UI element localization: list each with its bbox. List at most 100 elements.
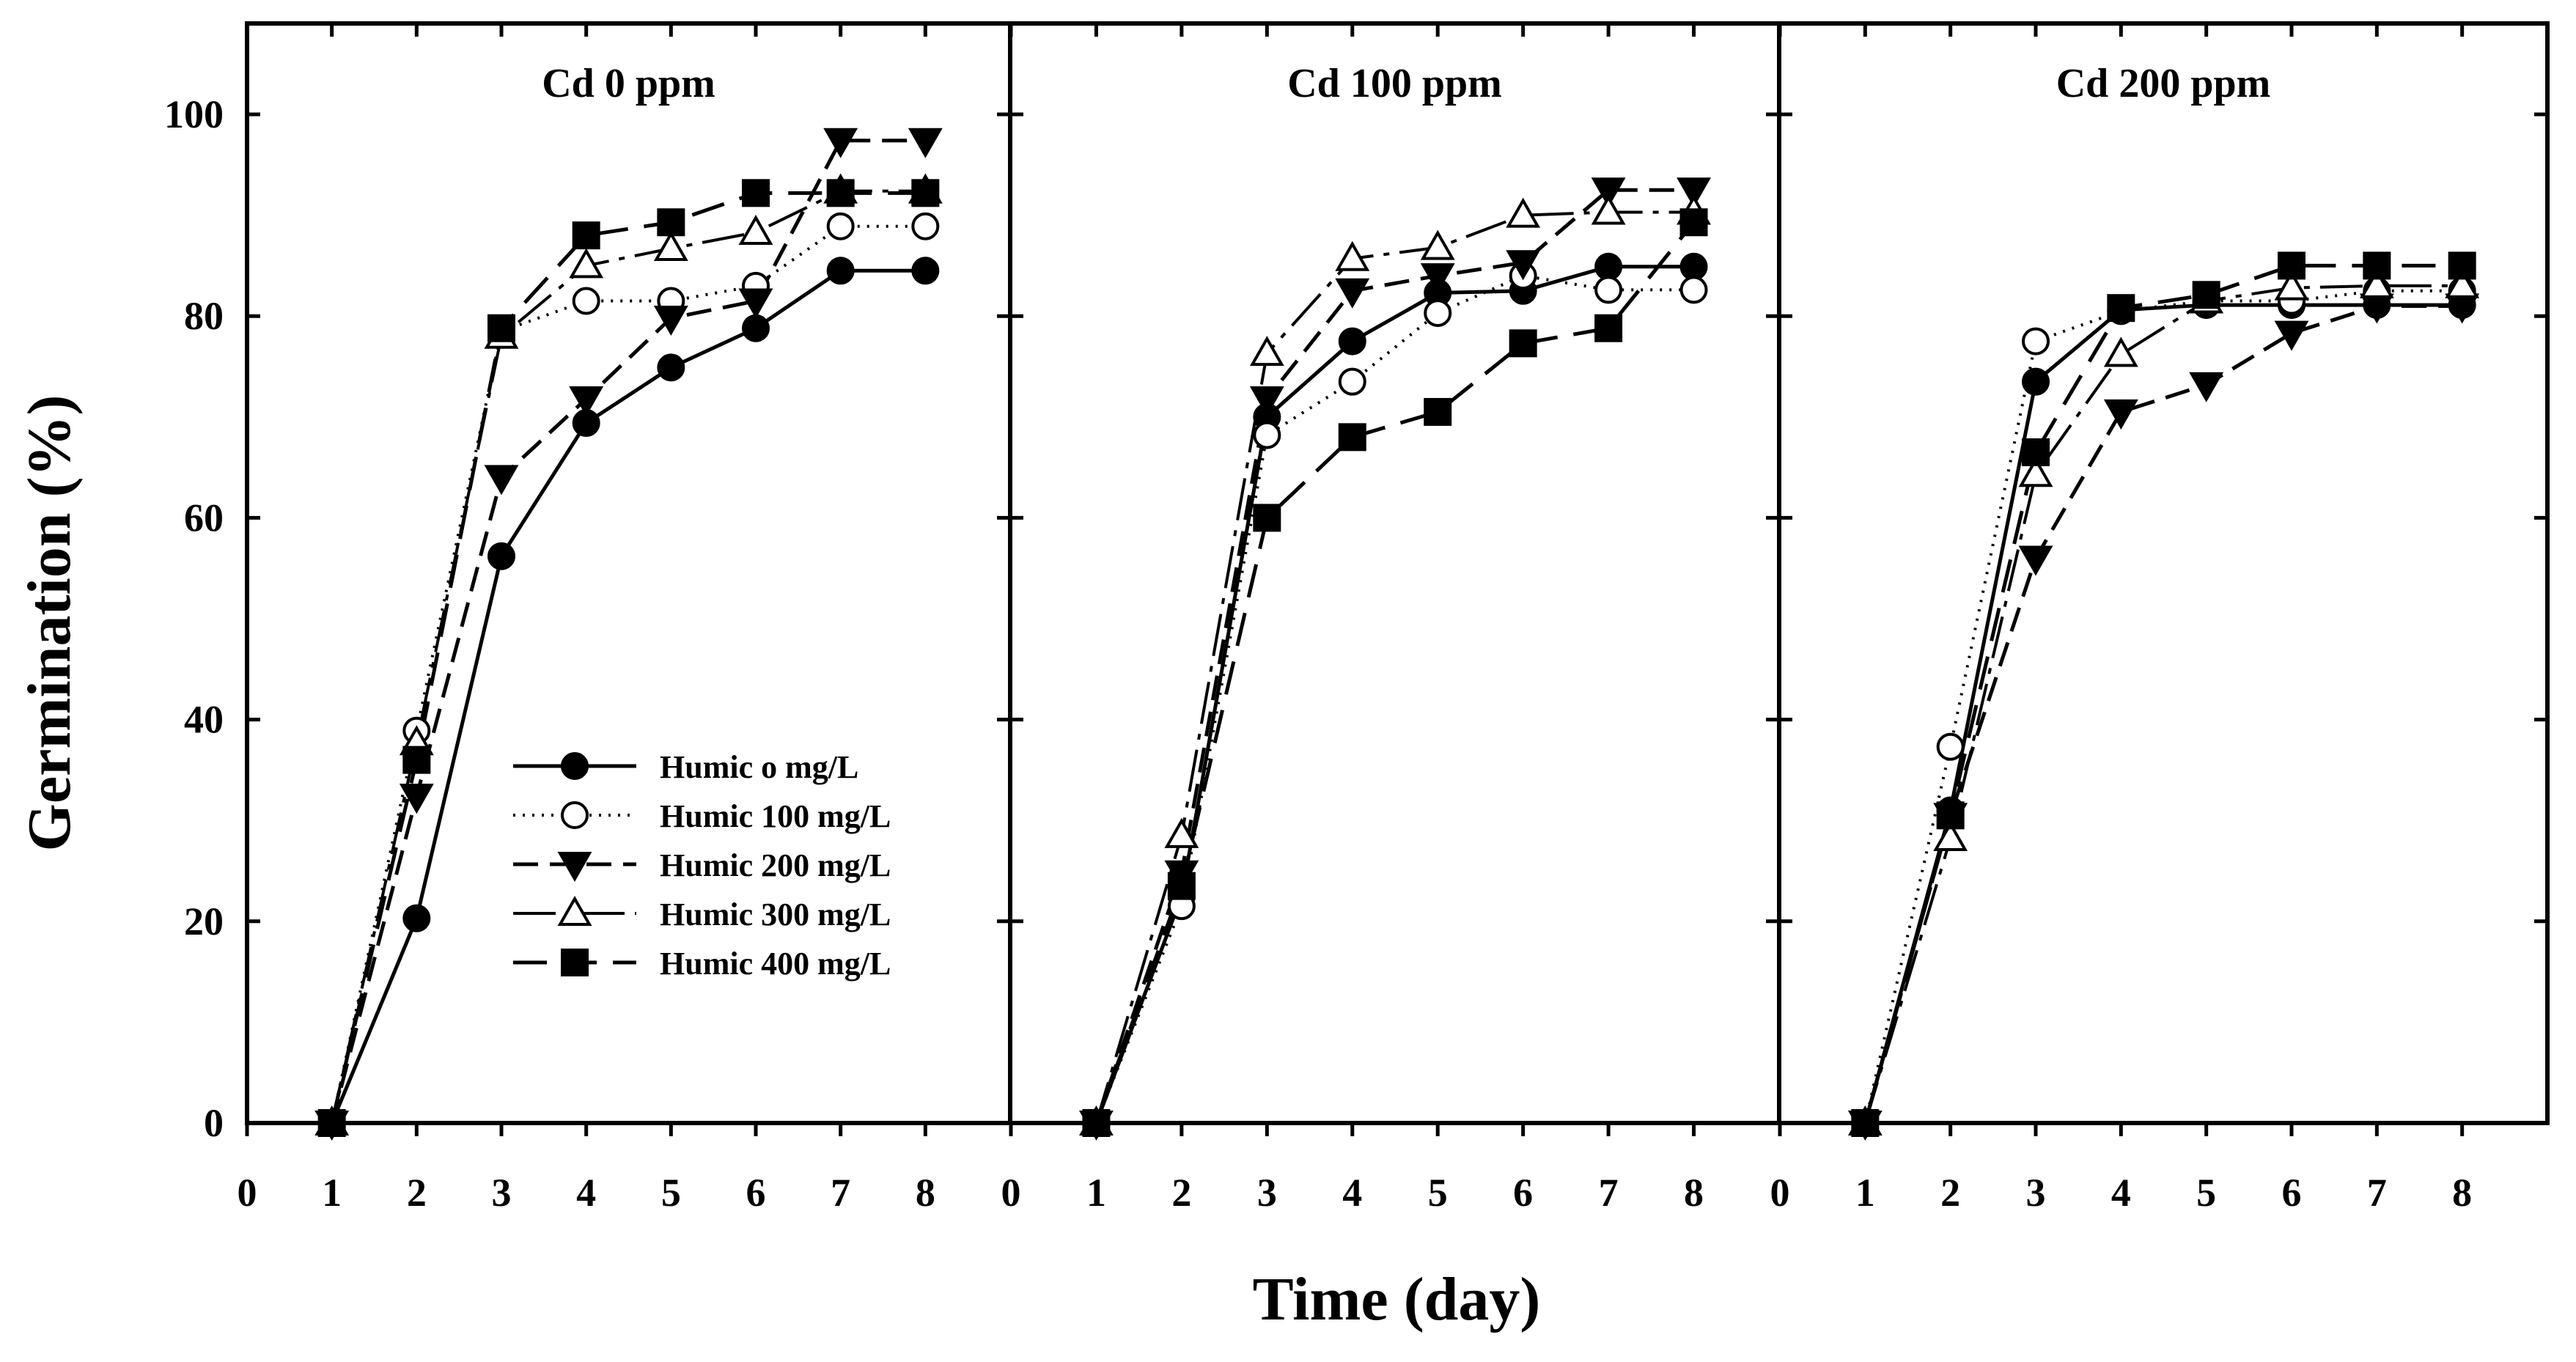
data-point-s3	[908, 128, 943, 158]
data-point-s4	[1933, 820, 1968, 851]
data-point-s4	[2359, 268, 2394, 298]
data-point-s5	[2107, 294, 2135, 323]
legend-entry: Humic 100 mg/L	[513, 798, 891, 834]
y-tick-label: 60	[184, 496, 224, 540]
x-tick-label: 3	[1257, 1171, 1277, 1215]
series-line-1	[330, 268, 926, 1124]
data-point-s4	[1420, 229, 1455, 260]
data-point-s1	[1338, 327, 1366, 356]
data-point-s3	[1677, 177, 1712, 208]
series-line-5	[1863, 263, 2462, 1124]
panel-title: Cd 200 ppm	[2056, 61, 2271, 106]
data-point-s3	[738, 288, 773, 319]
series-line-4	[1863, 284, 2462, 1124]
x-tick-label: 6	[746, 1171, 766, 1215]
data-point-s2	[1253, 421, 1281, 449]
series-line-4	[330, 189, 926, 1124]
x-tick-label: 2	[407, 1171, 427, 1215]
x-tick-label: 0	[238, 1171, 257, 1215]
data-point-s4	[2103, 336, 2138, 367]
data-point-s5	[911, 179, 940, 207]
data-point-s4	[653, 230, 688, 262]
data-point-s4	[1506, 197, 1541, 228]
legend-marker	[557, 852, 592, 883]
series-line-3	[1863, 303, 2462, 1124]
data-point-s1	[2022, 367, 2050, 396]
data-point-s3	[399, 784, 434, 814]
data-point-s3	[2189, 372, 2224, 402]
data-point-s2	[1679, 276, 1708, 304]
data-point-s1	[487, 542, 515, 570]
data-point-s3	[1420, 263, 1455, 294]
data-point-s3	[569, 386, 604, 417]
legend-entry: Humic 300 mg/L	[513, 895, 891, 932]
legend-label: Humic 200 mg/L	[660, 847, 891, 883]
data-point-s4	[1335, 240, 1370, 271]
y-axis-title: Germination (%)	[15, 395, 84, 852]
legend-marker	[561, 801, 589, 829]
data-point-s5	[2448, 251, 2476, 280]
data-point-s2	[1424, 299, 1452, 328]
data-point-s2	[2022, 327, 2050, 356]
series-line-4	[1094, 210, 1694, 1124]
y-tick-label: 20	[184, 899, 224, 943]
data-point-s2	[572, 287, 600, 315]
data-point-s5	[1424, 397, 1452, 426]
series-line-1	[1863, 303, 2462, 1124]
series-line-5	[330, 191, 926, 1124]
legend: Humic o mg/L Humic 100 mg/L Humic 200 mg/L…	[513, 749, 891, 982]
panel-title: Cd 100 ppm	[1287, 61, 1502, 106]
data-point-s3	[2103, 399, 2138, 430]
x-tick-label: 4	[576, 1171, 596, 1215]
panel-frame	[1777, 21, 2550, 1125]
legend-label: Humic 400 mg/L	[660, 946, 891, 982]
series-line-5	[1094, 221, 1696, 1124]
x-tick-label: 2	[1940, 1171, 1960, 1215]
data-point-s5	[1679, 208, 1708, 237]
x-tick-label: 8	[1684, 1171, 1704, 1215]
data-point-s4	[2445, 268, 2480, 298]
data-point-s4	[1591, 194, 1626, 225]
data-point-s5	[572, 221, 600, 250]
data-point-s5	[657, 208, 685, 237]
data-point-s3	[1506, 250, 1541, 281]
data-point-s4	[1164, 817, 1199, 848]
legend-marker	[561, 949, 589, 976]
x-tick-label: 5	[661, 1171, 681, 1215]
panel-title: Cd 0 ppm	[542, 61, 715, 106]
data-point-s5	[2192, 281, 2220, 309]
x-tick-label: 8	[916, 1171, 935, 1215]
data-point-s5	[1509, 329, 1537, 358]
y-tick-label: 0	[204, 1101, 224, 1145]
data-point-s5	[826, 179, 855, 207]
series-line-3	[1094, 188, 1694, 1124]
x-tick-label: 7	[831, 1171, 850, 1215]
legend-entry: Humic 200 mg/L	[513, 847, 891, 883]
data-point-s4	[738, 214, 773, 245]
data-point-s5	[2363, 251, 2391, 280]
data-point-s1	[742, 314, 770, 342]
x-tick-label: 0	[1770, 1171, 1790, 1215]
legend-label: Humic 300 mg/L	[660, 897, 891, 932]
x-tick-label: 5	[1428, 1171, 1448, 1215]
x-tick-label: 3	[492, 1171, 512, 1215]
legend-label: Humic o mg/L	[660, 749, 858, 785]
x-tick-label: 0	[1001, 1171, 1021, 1215]
x-tick-label: 7	[2367, 1171, 2387, 1215]
panel-frame	[245, 21, 1012, 1125]
y-tick-label: 100	[164, 92, 224, 136]
x-tick-label: 8	[2452, 1171, 2472, 1215]
x-tick-label: 1	[1855, 1171, 1875, 1215]
data-point-s1	[402, 904, 431, 932]
data-point-s3	[2274, 320, 2309, 351]
legend-entry: Humic 400 mg/L	[513, 946, 891, 982]
data-point-s5	[487, 314, 515, 342]
data-point-s4	[1249, 336, 1284, 367]
data-point-s2	[1338, 367, 1366, 396]
x-tick-label: 3	[2026, 1171, 2046, 1215]
data-point-s3	[653, 305, 688, 336]
panel-3: 0 1 2 3 4 5 6 7 8 Cd 200 ppm	[1770, 21, 2550, 1215]
data-point-s2	[826, 212, 855, 240]
